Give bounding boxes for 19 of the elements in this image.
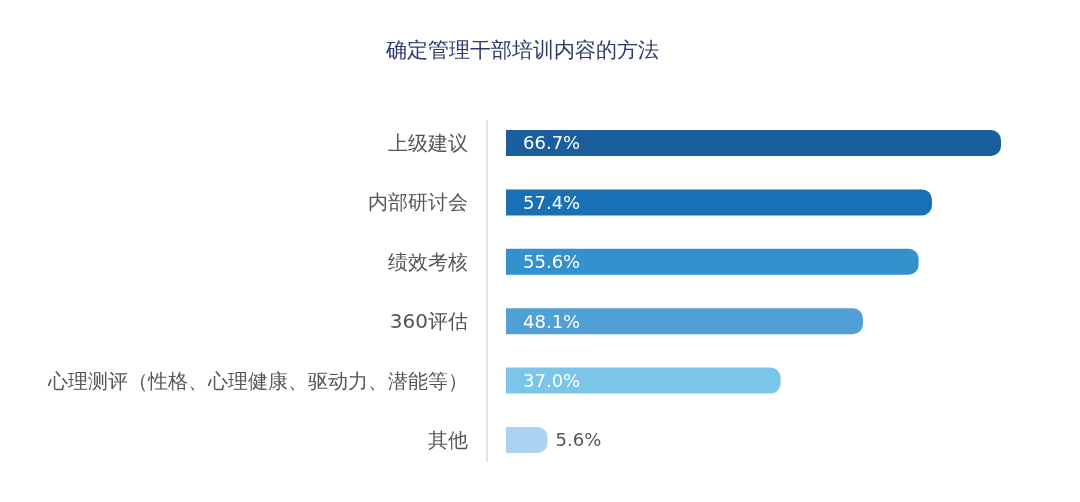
y-tick-label: 360评估 xyxy=(389,309,468,334)
data-label: 57.4% xyxy=(523,191,581,213)
data-label: 48.1% xyxy=(523,310,581,332)
data-label: 55.6% xyxy=(523,251,581,273)
chart-title: 确定管理干部培训内容的方法 xyxy=(384,38,659,63)
bar xyxy=(506,308,863,335)
bar xyxy=(506,189,932,216)
bar xyxy=(506,248,919,275)
y-tick-label: 上级建议 xyxy=(388,131,468,155)
data-label: 5.6% xyxy=(555,429,602,451)
y-tick-label: 绩效考核 xyxy=(388,249,468,274)
y-tick-label: 心理测评（性格、心理健康、驱动力、潜能等） xyxy=(47,368,468,393)
bar xyxy=(506,427,548,453)
bar xyxy=(506,367,781,394)
y-tick-label: 内部研讨会 xyxy=(368,190,468,215)
y-tick-label: 其他 xyxy=(428,428,468,452)
data-label: 37.0% xyxy=(523,370,581,392)
bar xyxy=(506,130,1001,156)
data-label: 66.7% xyxy=(523,132,581,154)
